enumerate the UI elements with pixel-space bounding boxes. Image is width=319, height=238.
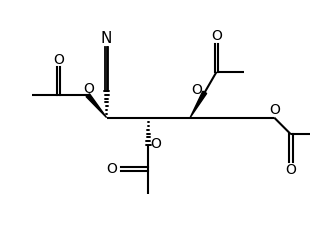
Polygon shape (86, 94, 107, 118)
Text: O: O (151, 137, 162, 151)
Polygon shape (190, 91, 207, 118)
Text: O: O (53, 53, 64, 67)
Text: O: O (286, 163, 296, 177)
Text: O: O (191, 83, 202, 97)
Text: O: O (269, 103, 280, 117)
Text: N: N (101, 31, 112, 46)
Text: O: O (84, 82, 94, 96)
Text: O: O (211, 29, 222, 43)
Text: O: O (107, 162, 118, 176)
